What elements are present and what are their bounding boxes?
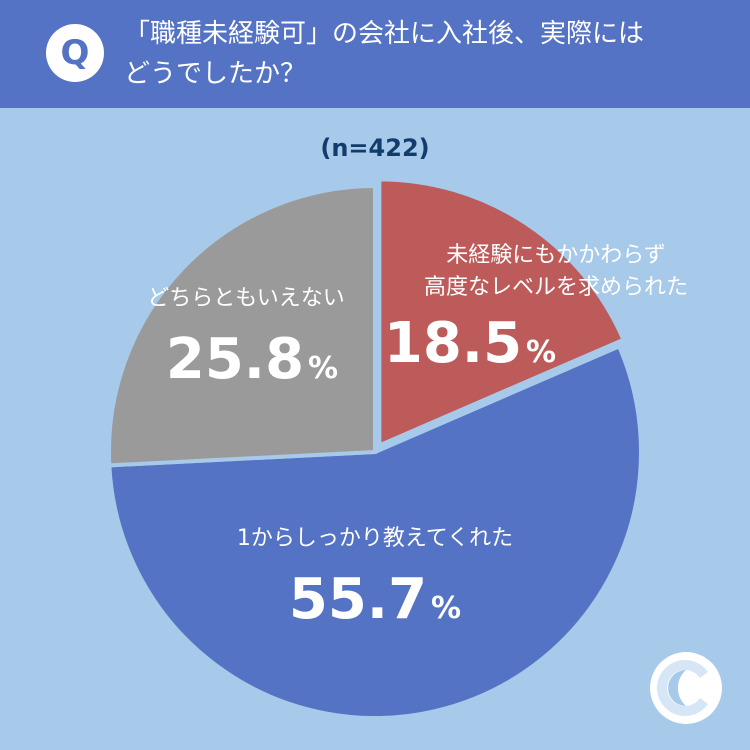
- slice-percent-1: 55.7%: [289, 567, 461, 632]
- pie-slice-1: [107, 343, 643, 720]
- slice-label-1-line-0: 1からしっかり教えてくれた: [237, 526, 513, 551]
- sample-size: (n=422): [320, 134, 430, 162]
- brand-logo-icon: [650, 652, 722, 724]
- pie-slice-0: [377, 177, 627, 449]
- question-text: 「職種未経験可」の会社に入社後、実際には どうでしたか？: [124, 19, 645, 89]
- slice-percent-0: 18.5%: [384, 311, 556, 376]
- slice-label-0-line-1: 高度なレベルを求められた: [424, 275, 688, 300]
- pie-slice-2: [107, 183, 377, 468]
- slice-percent-2: 25.8%: [166, 327, 338, 392]
- slice-label-0-line-0: 未経験にもかかわらず: [446, 243, 666, 268]
- slice-label-2-line-0: どちらともいえない: [147, 286, 345, 311]
- question-badge: Q: [46, 24, 104, 82]
- question-badge-letter: Q: [60, 33, 90, 73]
- question-header: Q 「職種未経験可」の会社に入社後、実際には どうでしたか？: [0, 0, 750, 108]
